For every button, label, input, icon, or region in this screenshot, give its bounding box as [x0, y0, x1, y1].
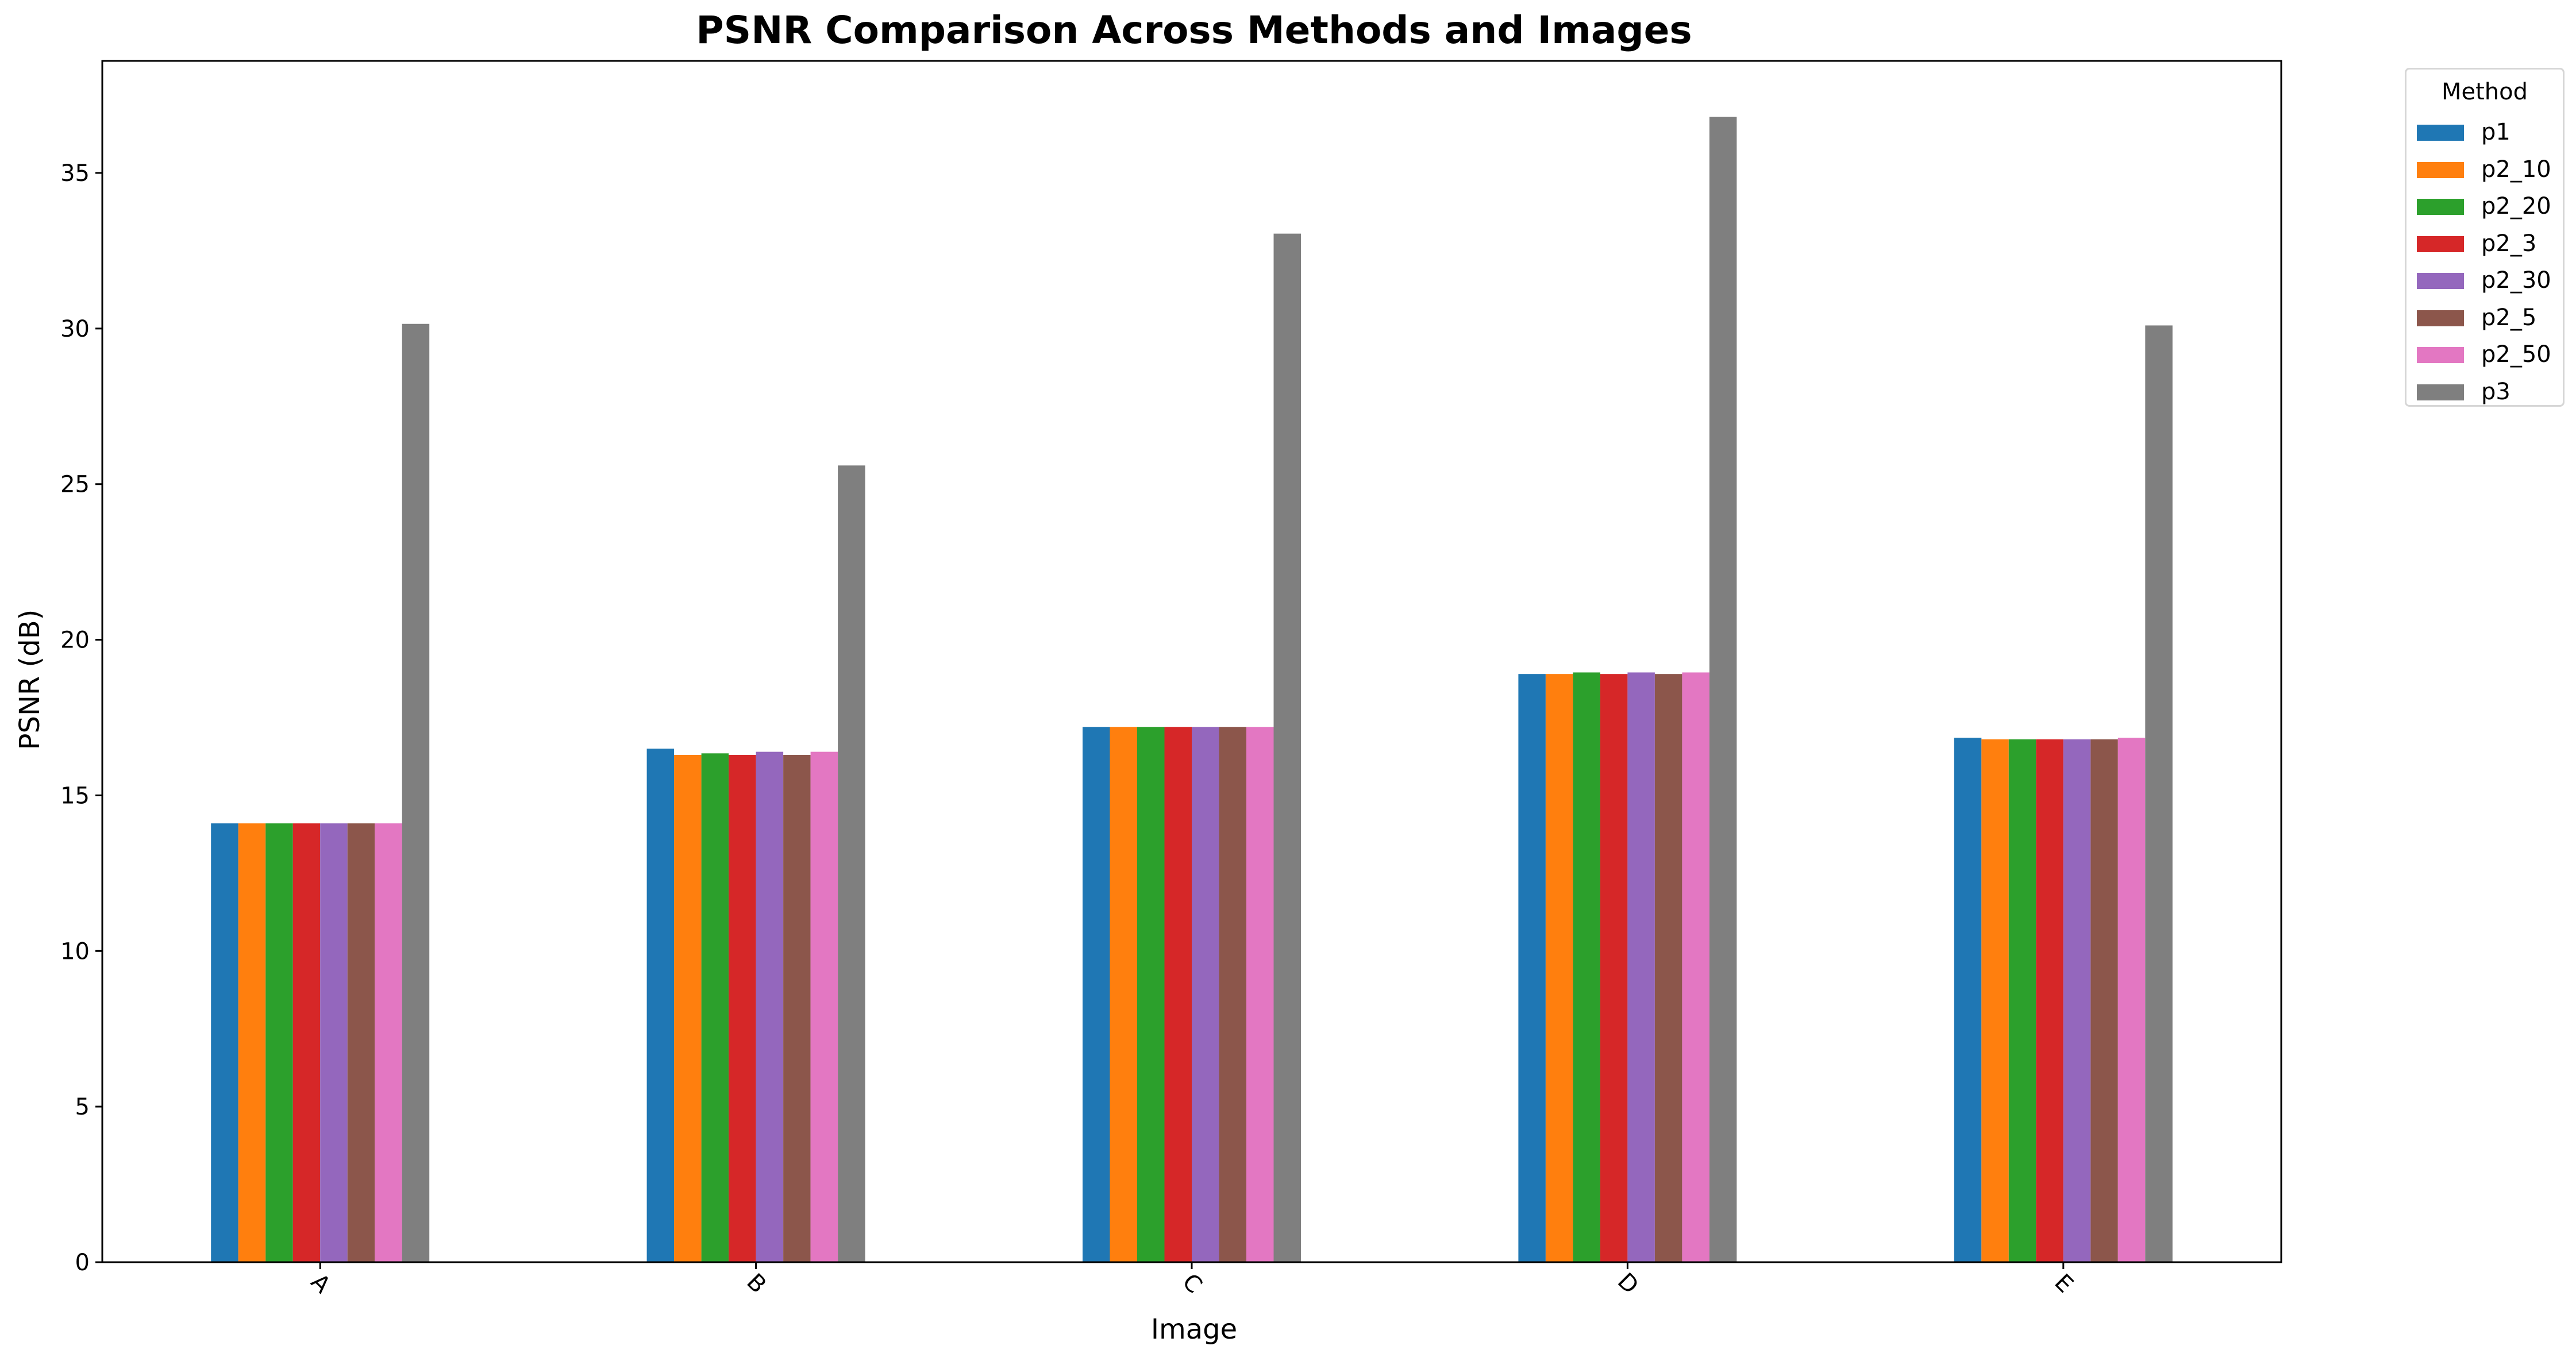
- bar-B-p2_3: [729, 755, 756, 1262]
- legend-items: p1 p2_10 p2_20 p2_3 p2_30 p2_5 p2_50 p3: [2406, 117, 2563, 413]
- x-tick-label: D: [1612, 1268, 1643, 1299]
- bar-D-p3: [1709, 117, 1737, 1262]
- bar-C-p2_30: [1192, 727, 1219, 1262]
- bar-B-p2_20: [701, 753, 729, 1262]
- legend-label: p2_3: [2481, 230, 2537, 257]
- legend-label: p2_5: [2481, 304, 2537, 331]
- y-tick-label: 25: [60, 472, 90, 498]
- legend-swatch: [2417, 347, 2464, 363]
- legend-item-p2_50: p2_50: [2406, 339, 2563, 376]
- bar-E-p1: [1954, 738, 1982, 1262]
- x-tick-label: E: [2049, 1269, 2078, 1298]
- bar-A-p2_30: [320, 823, 348, 1262]
- bar-A-p2_5: [347, 823, 375, 1262]
- legend-label: p1: [2481, 119, 2510, 145]
- bar-D-p2_3: [1600, 674, 1628, 1262]
- x-axis-label: Image: [1150, 1313, 1238, 1345]
- legend: Method p1 p2_10 p2_20 p2_3 p2_30 p2_5 p2_50 p3: [2405, 68, 2565, 407]
- bar-C-p1: [1083, 727, 1110, 1262]
- bar-D-p2_20: [1573, 672, 1600, 1262]
- y-tick-label: 10: [60, 938, 90, 965]
- bar-C-p2_50: [1246, 727, 1274, 1262]
- bar-B-p2_50: [810, 751, 838, 1262]
- bar-C-p2_10: [1110, 727, 1137, 1262]
- bar-A-p1: [211, 823, 238, 1262]
- bar-D-p1: [1518, 674, 1546, 1262]
- bar-D-p2_30: [1627, 672, 1655, 1262]
- bar-B-p3: [838, 465, 865, 1262]
- legend-item-p1: p1: [2406, 117, 2563, 154]
- bar-B-p1: [646, 749, 675, 1262]
- legend-swatch: [2417, 199, 2464, 215]
- bar-E-p3: [2145, 325, 2173, 1262]
- bar-A-p2_10: [238, 823, 266, 1262]
- legend-swatch: [2417, 125, 2464, 141]
- bar-A-p2_50: [375, 823, 402, 1262]
- legend-title: Method: [2441, 79, 2528, 105]
- bar-D-p2_50: [1682, 672, 1709, 1262]
- bar-A-p2_3: [292, 823, 321, 1262]
- legend-item-p3: p3: [2406, 376, 2563, 414]
- bar-B-p2_5: [783, 755, 811, 1262]
- legend-item-p2_3: p2_3: [2406, 228, 2563, 265]
- legend-swatch: [2417, 310, 2464, 326]
- legend-swatch: [2417, 273, 2464, 289]
- legend-label: p2_20: [2481, 193, 2551, 219]
- legend-item-p2_10: p2_10: [2406, 154, 2563, 191]
- bar-E-p2_20: [2008, 739, 2036, 1262]
- y-tick-label: 35: [60, 160, 90, 187]
- legend-swatch: [2417, 161, 2464, 178]
- bar-E-p2_3: [2036, 739, 2063, 1262]
- y-tick-label: 20: [60, 627, 90, 654]
- legend-label: p3: [2481, 378, 2510, 405]
- bar-B-p2_30: [756, 751, 784, 1262]
- x-tick-label: C: [1177, 1269, 1207, 1298]
- legend-item-p2_5: p2_5: [2406, 302, 2563, 340]
- legend-label: p2_50: [2481, 341, 2551, 368]
- x-tick-label: B: [741, 1269, 771, 1298]
- bar-A-p2_20: [265, 823, 293, 1262]
- bar-A-p3: [402, 323, 430, 1262]
- legend-swatch: [2417, 384, 2464, 400]
- bar-B-p2_10: [674, 755, 702, 1262]
- y-tick-label: 30: [60, 316, 90, 342]
- bar-D-p2_10: [1545, 674, 1573, 1262]
- bar-C-p2_5: [1219, 727, 1246, 1262]
- y-tick-label: 0: [75, 1250, 90, 1276]
- chart-title: PSNR Comparison Across Methods and Image…: [696, 8, 1692, 52]
- legend-item-p2_30: p2_30: [2406, 265, 2563, 302]
- axes-frame: [101, 60, 2282, 1263]
- bar-E-p2_10: [1981, 739, 2009, 1262]
- legend-label: p2_10: [2481, 156, 2551, 183]
- y-tick-label: 15: [60, 782, 90, 809]
- legend-swatch: [2417, 236, 2464, 252]
- legend-item-p2_20: p2_20: [2406, 191, 2563, 228]
- y-axis-label: PSNR (dB): [14, 609, 46, 750]
- legend-label: p2_30: [2481, 267, 2551, 294]
- bar-E-p2_5: [2090, 739, 2118, 1262]
- bar-C-p2_3: [1164, 727, 1192, 1262]
- y-tick-label: 5: [75, 1094, 90, 1120]
- x-tick-label: A: [306, 1269, 336, 1298]
- bar-C-p2_20: [1137, 727, 1165, 1262]
- bar-D-p2_5: [1654, 674, 1682, 1262]
- bar-E-p2_30: [2063, 739, 2091, 1262]
- bar-E-p2_50: [2117, 738, 2146, 1262]
- bar-C-p3: [1273, 233, 1301, 1263]
